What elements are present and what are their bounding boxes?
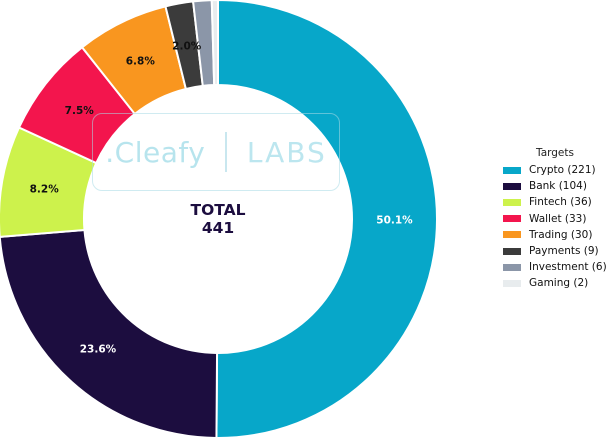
slice-bank — [0, 228, 219, 438]
legend-swatch — [503, 247, 521, 255]
slice-label-payments: 2.0% — [172, 40, 202, 52]
cleafy-labs-watermark: .Cleafy LABS — [92, 113, 340, 191]
legend-label: Investment (6) — [529, 261, 607, 274]
legend-item-trading: Trading (30) — [503, 227, 607, 243]
center-total-label: TOTAL — [191, 201, 246, 219]
slice-label-crypto: 50.1% — [376, 215, 413, 227]
legend-item-gaming: Gaming (2) — [503, 275, 607, 291]
legend-label: Gaming (2) — [529, 277, 589, 290]
watermark-labs-text: LABS — [246, 135, 327, 169]
donut-slices — [0, 0, 439, 438]
legend-label: Wallet (33) — [529, 212, 587, 225]
slice-label-bank: 23.6% — [80, 343, 117, 355]
legend-label: Trading (30) — [529, 228, 593, 241]
legend-items: Crypto (221) Bank (104) Fintech (36) Wallet… — [503, 162, 607, 292]
legend-item-fintech: Fintech (36) — [503, 194, 607, 210]
legend-label: Bank (104) — [529, 180, 587, 193]
watermark-divider — [225, 132, 227, 172]
legend-label: Fintech (36) — [529, 196, 592, 209]
legend-title: Targets — [536, 147, 574, 159]
slice-gaming — [210, 0, 219, 87]
slice-labels: 50.1% 23.6% 8.2% 7.5% 6.8% 2.0% — [30, 40, 414, 355]
legend-swatch — [503, 279, 521, 287]
legend-item-bank: Bank (104) — [503, 178, 607, 194]
legend-swatch — [503, 263, 521, 271]
legend-item-payments: Payments (9) — [503, 243, 607, 259]
legend-swatch — [503, 182, 521, 190]
legend: Targets Crypto (221) Bank (104) Fintech (3… — [503, 147, 607, 292]
legend-label: Crypto (221) — [529, 164, 596, 177]
legend-item-investment: Investment (6) — [503, 259, 607, 275]
slice-label-fintech: 8.2% — [30, 183, 60, 195]
center-total-value: 441 — [202, 219, 234, 237]
legend-item-crypto: Crypto (221) — [503, 162, 607, 178]
legend-item-wallet: Wallet (33) — [503, 211, 607, 227]
watermark-logo-text: .Cleafy — [105, 135, 206, 169]
legend-swatch — [503, 231, 521, 239]
legend-swatch — [503, 166, 521, 174]
legend-swatch — [503, 198, 521, 206]
legend-swatch — [503, 215, 521, 223]
slice-label-trading: 6.8% — [126, 56, 156, 68]
slice-label-wallet: 7.5% — [65, 105, 95, 117]
legend-label: Payments (9) — [529, 245, 599, 258]
slice-crypto — [215, 0, 439, 438]
